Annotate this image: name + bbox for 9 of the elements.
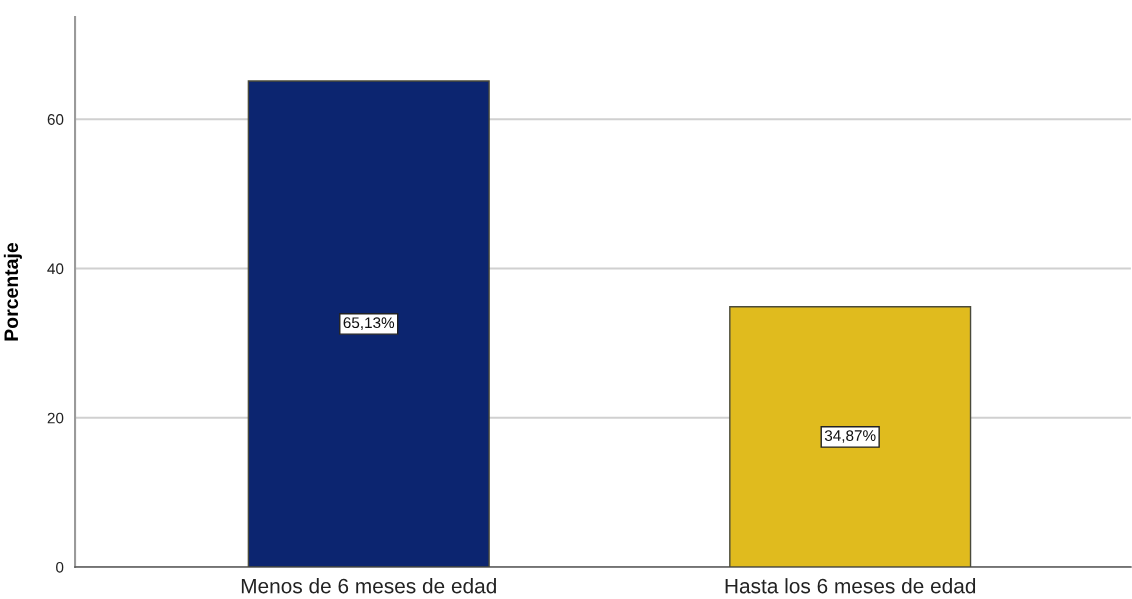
y-tick-label: 0 bbox=[56, 561, 64, 573]
data-label: 34,87% bbox=[824, 430, 876, 443]
x-tick-label: Hasta los 6 meses de edad bbox=[725, 578, 976, 594]
y-tick-label: 40 bbox=[47, 263, 64, 275]
y-tick-label: 20 bbox=[47, 412, 64, 424]
y-axis-title: Porcentaje bbox=[3, 242, 22, 341]
x-tick-label: Menos de 6 meses de edad bbox=[241, 578, 496, 594]
data-label: 65,13% bbox=[343, 317, 395, 330]
y-tick-label: 60 bbox=[47, 114, 64, 125]
